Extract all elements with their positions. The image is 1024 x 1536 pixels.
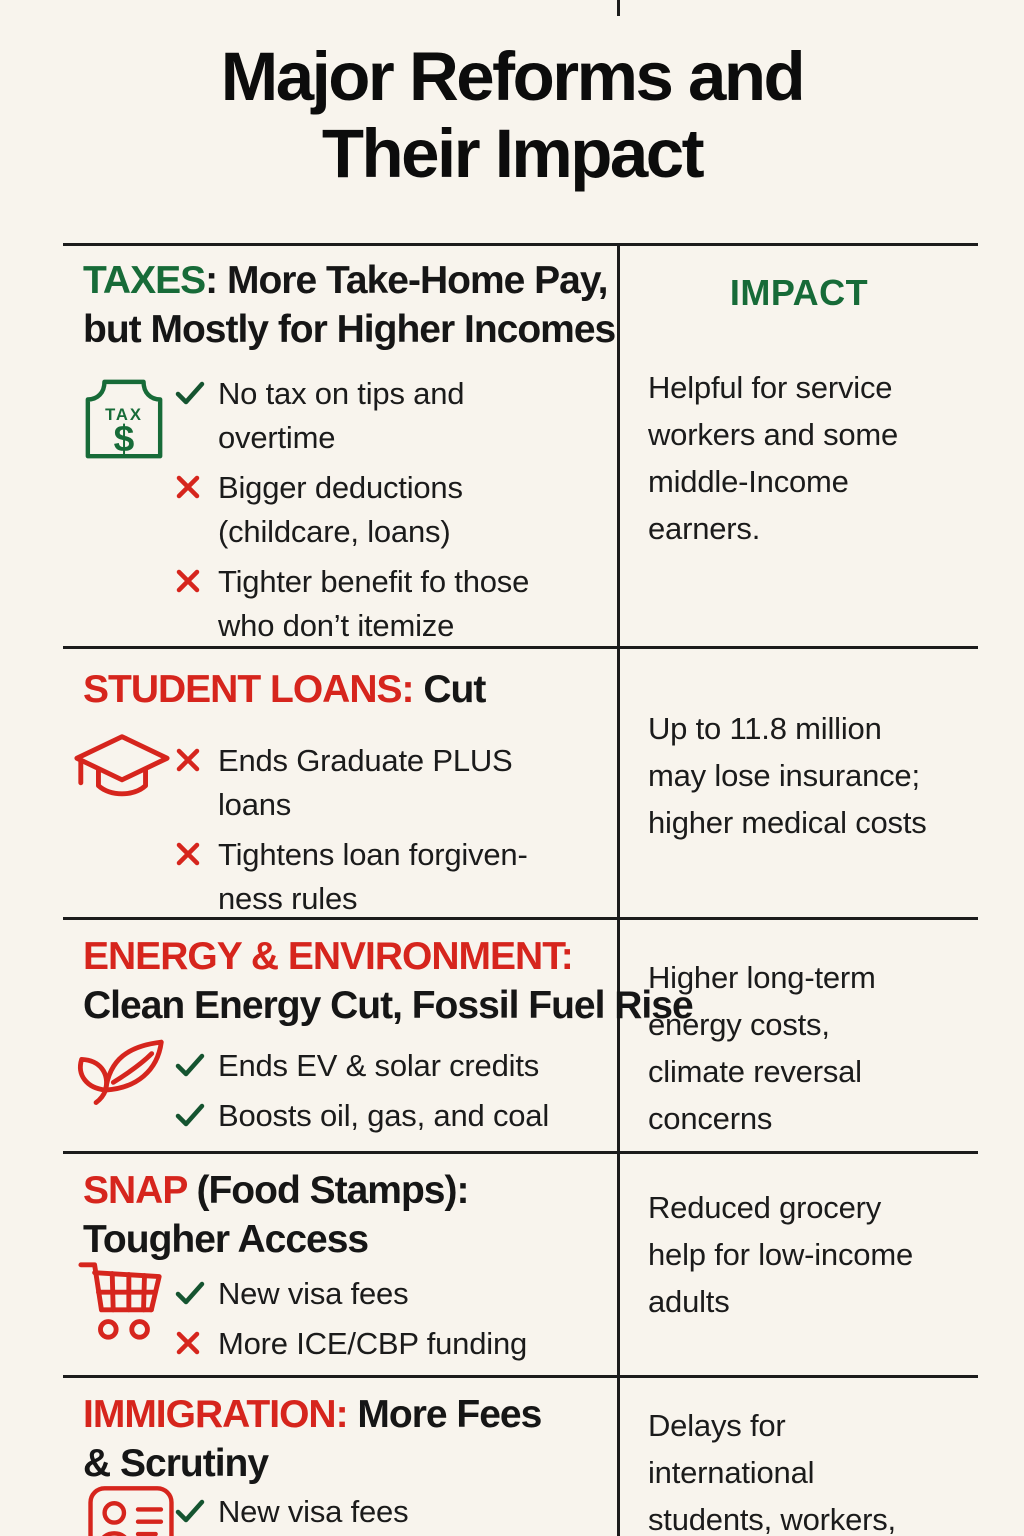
list-item: Ends EV & solar credits [175,1044,549,1088]
row-immigration: IMMIGRATION: More Fees & Scrutiny New vi… [63,1378,978,1536]
row-snap: SNAP (Food Stamps): Tougher Access New v… [63,1154,978,1375]
check-icon [175,372,205,406]
row-immigration-items: New visa fees [175,1490,409,1536]
impact-text: Up to 11.8 million may lose insurance; h… [648,711,927,840]
row-headline: (Food Stamps): Tougher Access [83,1169,469,1261]
cross-icon [175,1322,205,1356]
row-energy-items: Ends EV & solar credits Boosts oil, gas,… [175,1044,549,1144]
shopping-cart-icon [73,1257,171,1347]
row-snap-items: New visa fees More ICE/CBP funding [175,1272,527,1372]
check-icon [175,1272,205,1306]
list-item: Boosts oil, gas, and coal [175,1094,549,1138]
impact-text: Reduced grocery help for low-income adul… [648,1190,913,1319]
page-title: Major Reforms and Their Impact [220,38,806,193]
impact-text: Higher long-term energy costs, climate r… [648,960,876,1136]
check-icon [175,1490,205,1524]
list-item: More ICE/CBP funding [175,1322,527,1366]
item-text: New visa fees [218,1494,409,1529]
row-headline: : More Take-Home Pay, but Mostly for Hig… [83,259,616,351]
row-student-loans-header: STUDENT LOANS: Cut [83,665,486,714]
list-item: New visa fees [175,1272,527,1316]
row-student-loans-items: Ends Graduate PLUS loans Tightens loan f… [175,739,528,927]
cross-icon [175,466,205,500]
row-headline: More Fees & Scrutiny [83,1393,542,1485]
row-taxes: TAXES: More Take-Home Pay, but Mostly fo… [63,246,978,646]
id-card-icon [87,1480,175,1536]
item-text: No tax on tips and overtime [218,376,465,455]
leaf-icon [73,1028,169,1108]
item-text: New visa fees [218,1276,409,1311]
impact-text: Delays for international students, worke… [648,1408,896,1536]
list-item: Tightens loan forgiven- ness rules [175,833,528,921]
item-text: Bigger deductions (childcare, loans) [218,470,463,549]
row-divider [63,646,978,649]
row-divider [63,1375,978,1378]
row-taxes-items: No tax on tips and overtime Bigger deduc… [175,372,529,654]
row-keyword: TAXES [83,259,206,302]
item-text: More ICE/CBP funding [218,1326,528,1361]
item-text: Tighter benefit fo those who don’t itemi… [218,564,530,643]
row-keyword: STUDENT LOANS: [83,668,414,711]
list-item: Bigger deductions (childcare, loans) [175,466,529,554]
column-divider [617,243,620,1536]
cross-icon [175,739,205,773]
row-keyword: SNAP [83,1169,188,1212]
row-keyword: ENERGY & ENVIRONMENT: [83,935,574,978]
row-energy-environment: ENERGY & ENVIRONMENT: Clean Energy Cut, … [63,920,978,1151]
cross-icon [175,560,205,594]
graduation-cap-icon [71,729,173,811]
tax-stamp-icon: TAX $ [81,374,167,464]
row-headline: Cut [413,668,486,711]
row-snap-header: SNAP (Food Stamps): Tougher Access [83,1166,469,1264]
list-item: Ends Graduate PLUS loans [175,739,528,827]
row-taxes-header: TAXES: More Take-Home Pay, but Mostly fo… [83,256,616,354]
row-divider [63,1151,978,1154]
item-text: Ends EV & solar credits [218,1048,540,1083]
list-item: No tax on tips and overtime [175,372,529,460]
cross-icon [175,833,205,867]
row-headline: Clean Energy Cut, Fossil Fuel Rise [83,984,694,1027]
tax-icon-label: TAX [105,405,143,424]
check-icon [175,1044,205,1078]
row-energy-header: ENERGY & ENVIRONMENT: Clean Energy Cut, … [83,932,694,1030]
row-divider [63,917,978,920]
item-text: Ends Graduate PLUS loans [218,743,513,822]
impact-text: Helpful for service workers and some mid… [648,370,899,546]
row-divider [63,243,978,246]
list-item: New visa fees [175,1490,409,1534]
tax-icon-symbol: $ [114,417,135,459]
check-icon [175,1094,205,1128]
row-keyword: IMMIGRATION: [83,1393,349,1436]
impact-column-header: IMPACT [729,272,869,313]
row-immigration-header: IMMIGRATION: More Fees & Scrutiny [83,1390,542,1488]
column-divider-top [617,0,620,16]
list-item: Tighter benefit fo those who don’t itemi… [175,560,529,648]
item-text: Tightens loan forgiven- ness rules [218,837,528,916]
row-student-loans: STUDENT LOANS: Cut Ends Graduate PLUS lo… [63,649,978,917]
item-text: Boosts oil, gas, and coal [218,1098,550,1133]
